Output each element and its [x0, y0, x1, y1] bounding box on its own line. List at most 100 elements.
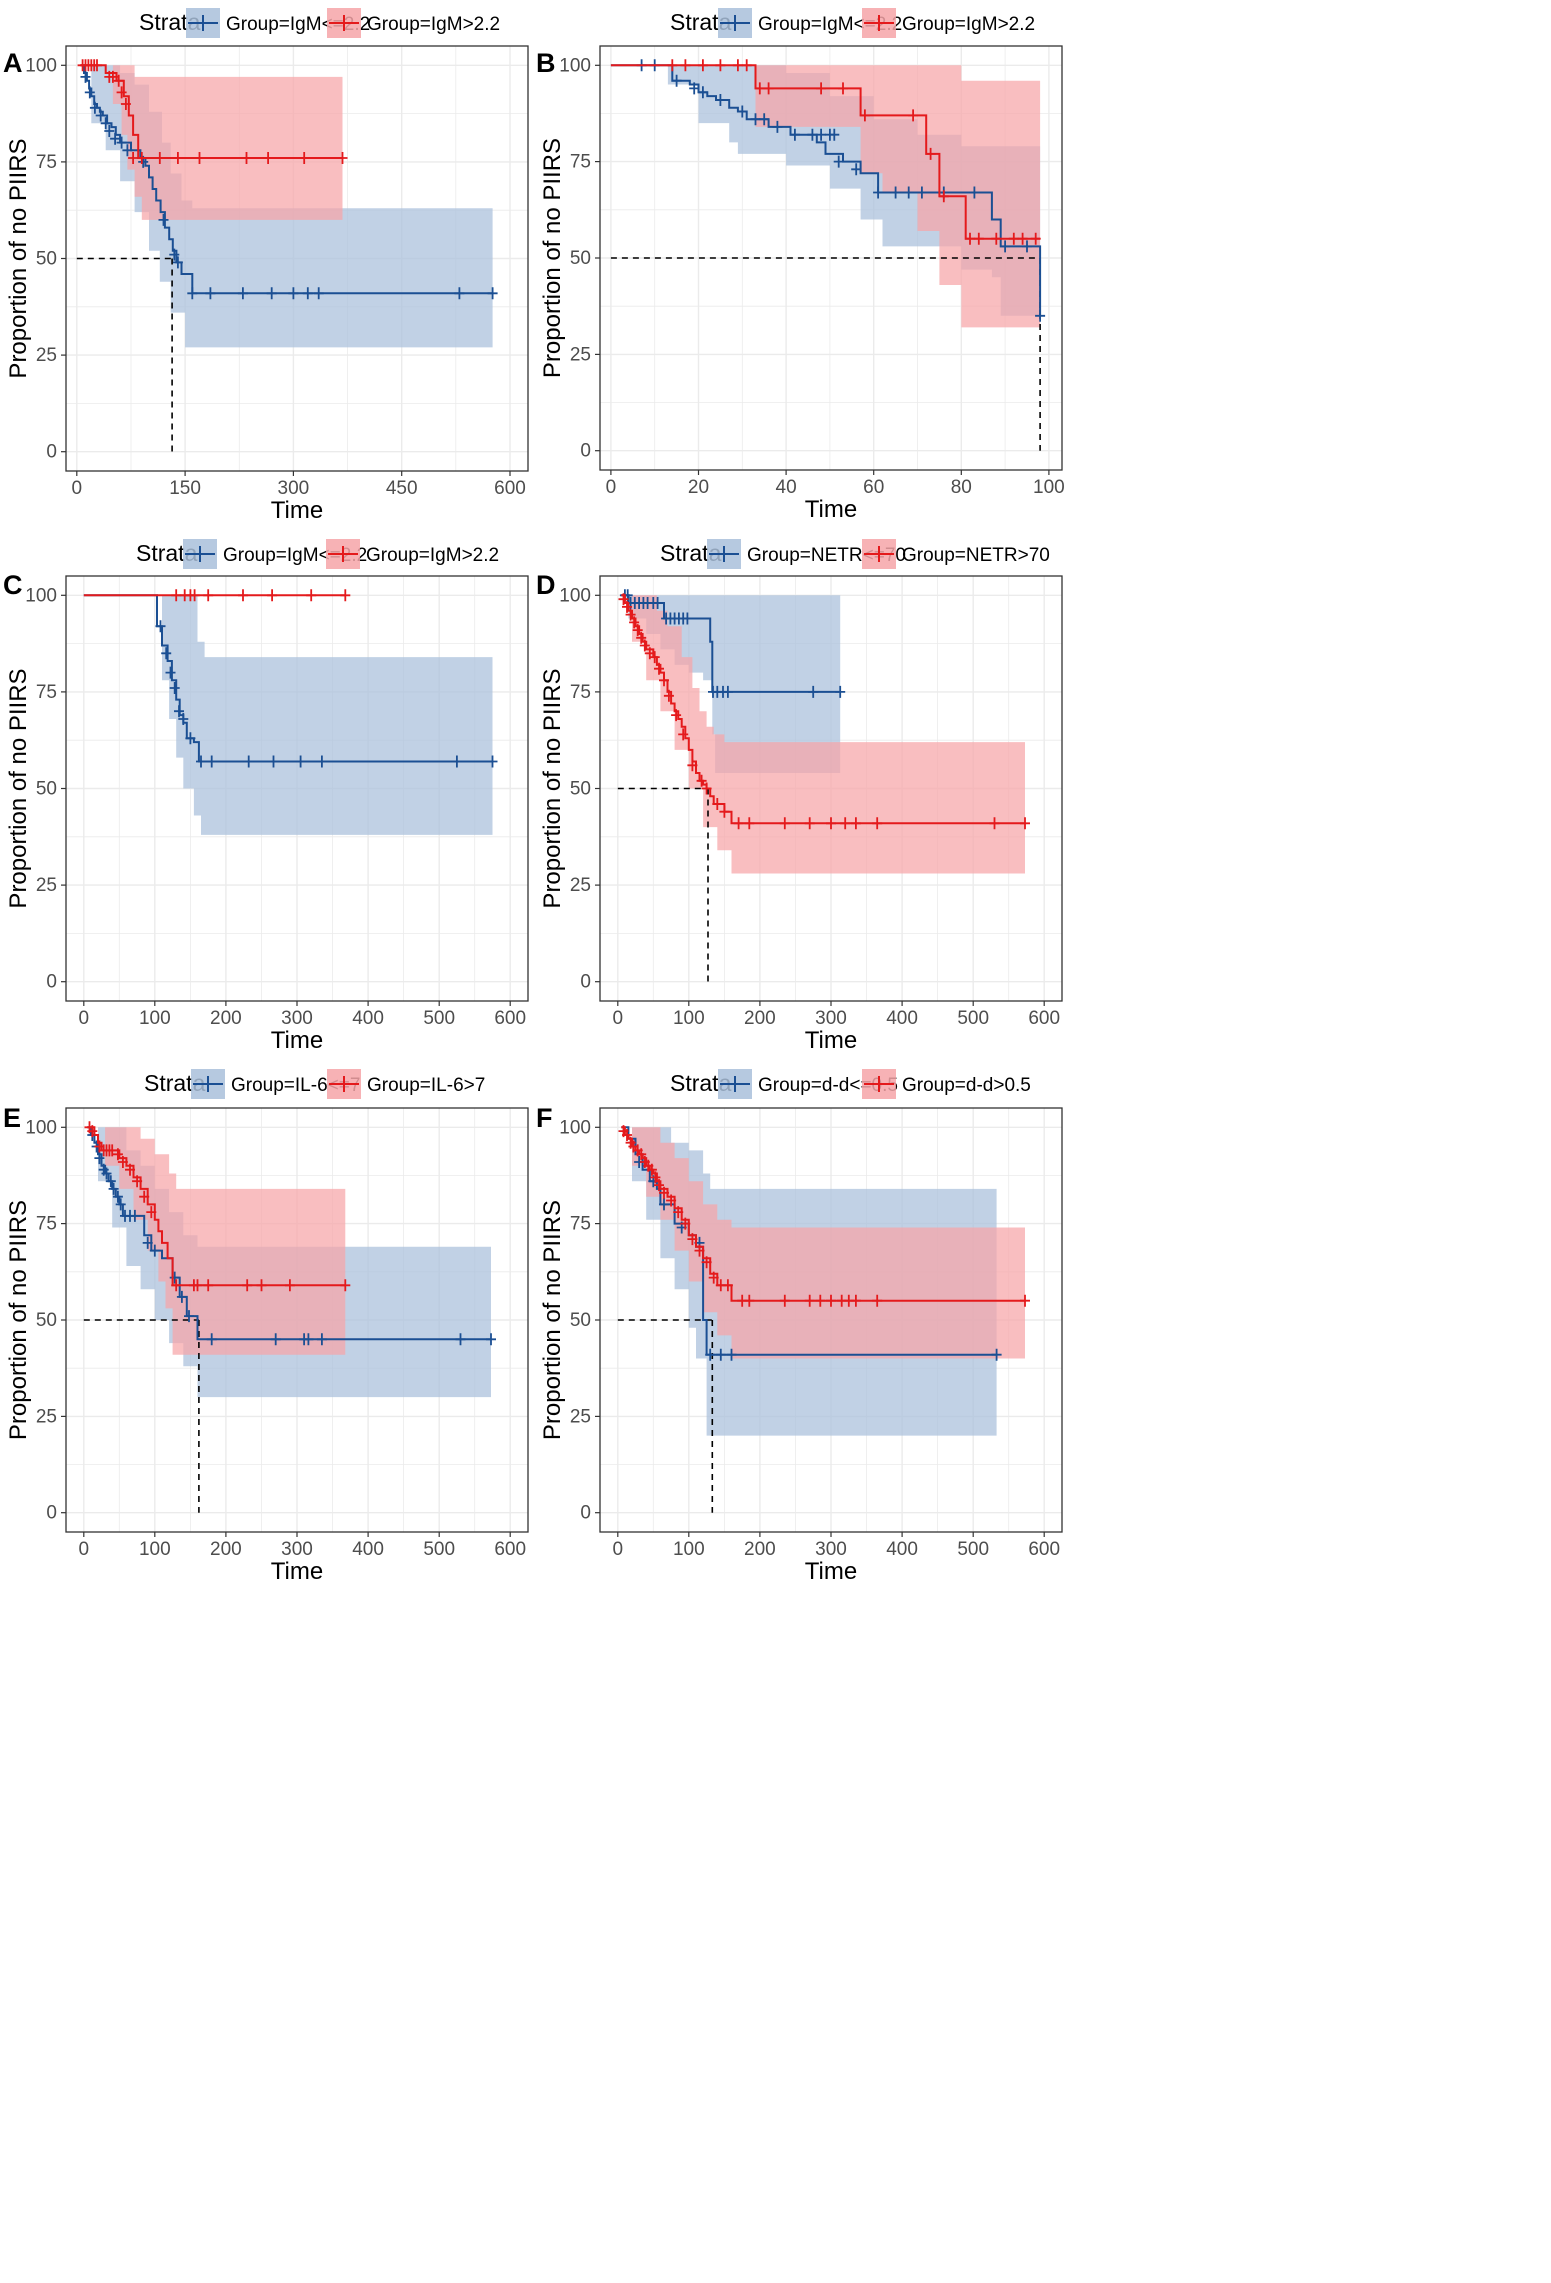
y-tick-label: 75: [36, 152, 57, 173]
censor-mark: [629, 616, 640, 629]
censor-mark: [340, 1279, 351, 1292]
censor-mark: [154, 152, 165, 164]
censor-mark: [687, 1233, 698, 1246]
censor-mark: [772, 120, 783, 133]
y-tick-label: 100: [25, 585, 57, 606]
y-axis-title: Proportion of no PIIRS: [539, 1200, 566, 1440]
censor-mark: [116, 86, 127, 99]
censor-mark: [701, 1256, 712, 1269]
censor-mark: [187, 287, 198, 300]
x-tick-label: 0: [606, 477, 617, 498]
y-tick-label: 75: [570, 1214, 591, 1235]
censor-mark: [636, 1148, 647, 1161]
censor-mark: [701, 782, 712, 795]
censor-mark: [754, 82, 765, 95]
x-tick-label: 300: [815, 1008, 847, 1029]
censor-mark: [969, 186, 980, 199]
censor-mark: [779, 1294, 790, 1307]
censor-mark: [687, 759, 698, 772]
censor-mark: [205, 287, 216, 300]
censor-mark: [925, 147, 936, 160]
censor-mark: [110, 132, 121, 145]
censor-mark: [192, 1279, 203, 1292]
censor-mark: [172, 152, 183, 164]
censor-mark: [122, 144, 133, 157]
censor-mark: [487, 755, 498, 768]
censor-mark: [815, 1294, 826, 1307]
censor-mark: [763, 82, 774, 95]
censor-mark: [105, 1175, 116, 1188]
censor-mark: [206, 1333, 217, 1346]
censor-mark: [722, 685, 733, 698]
censor-mark: [826, 817, 836, 830]
censor-mark: [873, 186, 884, 199]
censor-mark: [263, 152, 274, 164]
censor-mark: [646, 1163, 657, 1176]
censor-mark: [174, 705, 184, 718]
censor-mark: [807, 128, 818, 141]
x-tick-label: 80: [951, 477, 972, 498]
censor-mark: [178, 713, 189, 725]
censor-mark: [238, 589, 248, 602]
y-tick-label: 0: [580, 441, 591, 462]
censor-mark: [288, 287, 299, 300]
censor-mark: [715, 59, 726, 72]
censor-mark: [744, 817, 755, 830]
legend-label-red: Group=IL-6>7: [367, 1075, 485, 1096]
censor-mark: [694, 1244, 705, 1257]
x-tick-label: 600: [494, 478, 526, 499]
censor-mark: [1035, 309, 1046, 322]
x-axis-title: Time: [805, 496, 857, 523]
x-tick-label: 500: [423, 1539, 455, 1560]
x-tick-label: 300: [281, 1539, 313, 1560]
y-tick-label: 75: [570, 682, 591, 703]
censor-mark: [128, 152, 139, 164]
censor-mark: [113, 74, 124, 87]
censor-mark: [991, 1348, 1002, 1361]
censor-mark: [622, 1129, 632, 1141]
censor-mark: [237, 287, 248, 300]
censor-mark: [80, 70, 91, 83]
censor-mark: [712, 798, 723, 810]
censor-mark: [115, 1198, 126, 1211]
x-tick-label: 300: [278, 478, 310, 499]
censor-mark: [1022, 240, 1032, 253]
y-tick-label: 25: [36, 875, 57, 896]
x-tick-label: 0: [79, 1008, 90, 1029]
censor-mark: [779, 817, 790, 830]
censor-mark: [94, 1152, 105, 1165]
censor-mark: [622, 600, 632, 613]
panel-c: 0 100 200 300 400 500 600 0 25 50 75 100 Time Proport…: [3, 539, 529, 1054]
y-tick-label: 50: [36, 249, 57, 270]
x-axis-title: Time: [271, 1558, 323, 1585]
censor-mark: [851, 163, 862, 176]
censor-mark: [650, 1171, 661, 1184]
censor-mark: [1030, 232, 1041, 245]
censor-mark: [663, 689, 674, 702]
censor-mark: [872, 1294, 883, 1307]
y-tick-label: 50: [36, 1310, 57, 1331]
x-tick-label: 100: [1033, 477, 1065, 498]
censor-mark: [708, 1271, 719, 1284]
censor-mark: [680, 59, 691, 72]
panel-letter: C: [3, 570, 23, 600]
censor-mark: [916, 186, 927, 199]
censor-mark: [744, 1294, 755, 1307]
y-tick-label: 50: [570, 1310, 591, 1331]
y-tick-label: 100: [559, 1117, 591, 1138]
panel-d: 0 100 200 300 400 500 600 0 25 50 75 100 Time Proport…: [536, 539, 1063, 1054]
censor-mark: [833, 155, 844, 168]
legend: Strata Group=d-d<=0.5 Group=d-d>0.5: [670, 1069, 1031, 1099]
y-axis-title: Proportion of no PIIRS: [5, 668, 32, 908]
x-tick-label: 200: [210, 1008, 242, 1029]
panel-a: 0 150 300 450 600 0 25 50 75 100 Time Proportion of…: [3, 8, 529, 524]
censor-mark: [649, 651, 660, 664]
panel-letter: B: [536, 48, 556, 78]
censor-mark: [299, 152, 310, 164]
censor-mark: [808, 685, 819, 698]
censor-mark: [454, 287, 465, 300]
censor-mark: [835, 685, 846, 698]
